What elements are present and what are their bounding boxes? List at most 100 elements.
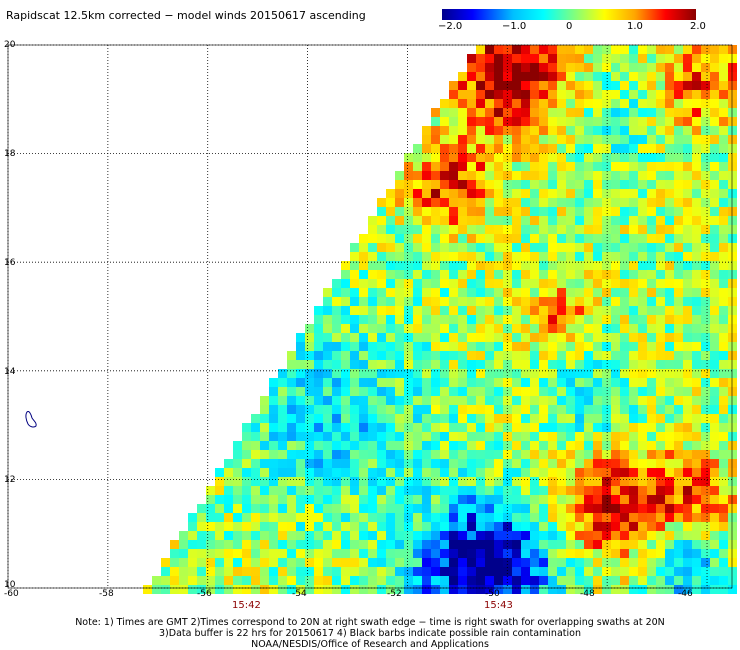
wind-cell: [278, 504, 287, 513]
wind-cell: [494, 270, 503, 279]
wind-cell: [728, 63, 737, 72]
wind-cell: [512, 108, 521, 117]
wind-cell: [548, 540, 557, 549]
wind-cell: [683, 495, 692, 504]
wind-cell: [476, 459, 485, 468]
wind-cell: [503, 342, 512, 351]
wind-cell: [620, 225, 629, 234]
wind-cell: [584, 99, 593, 108]
wind-cell: [503, 279, 512, 288]
wind-cell: [233, 477, 242, 486]
wind-cell: [683, 423, 692, 432]
wind-cell: [476, 315, 485, 324]
wind-cell: [269, 468, 278, 477]
wind-cell: [620, 567, 629, 576]
wind-cell: [458, 441, 467, 450]
wind-cell: [296, 441, 305, 450]
wind-cell: [593, 72, 602, 81]
wind-cell: [467, 531, 476, 540]
wind-cell: [521, 207, 530, 216]
wind-cell: [656, 153, 665, 162]
wind-cell: [476, 189, 485, 198]
wind-cell: [215, 549, 224, 558]
wind-cell: [368, 297, 377, 306]
wind-cell: [557, 315, 566, 324]
wind-cell: [512, 54, 521, 63]
wind-cell: [458, 522, 467, 531]
wind-cell: [647, 144, 656, 153]
wind-cell: [314, 576, 323, 585]
wind-cell: [449, 315, 458, 324]
wind-cell: [323, 477, 332, 486]
wind-cell: [332, 477, 341, 486]
wind-cell: [674, 351, 683, 360]
wind-cell: [314, 342, 323, 351]
wind-cell: [242, 450, 251, 459]
wind-cell: [476, 396, 485, 405]
wind-cell: [305, 405, 314, 414]
wind-cell: [530, 270, 539, 279]
wind-cell: [503, 405, 512, 414]
wind-cell: [656, 360, 665, 369]
wind-cell: [701, 396, 710, 405]
wind-cell: [647, 540, 656, 549]
wind-cell: [503, 351, 512, 360]
wind-cell: [674, 315, 683, 324]
wind-cell: [260, 531, 269, 540]
wind-cell: [377, 342, 386, 351]
wind-cell: [368, 333, 377, 342]
wind-cell: [323, 450, 332, 459]
wind-cell: [521, 360, 530, 369]
wind-cell: [323, 324, 332, 333]
wind-cell: [422, 324, 431, 333]
wind-cell: [647, 504, 656, 513]
wind-cell: [701, 495, 710, 504]
wind-cell: [404, 441, 413, 450]
wind-cell: [449, 81, 458, 90]
wind-cell: [386, 486, 395, 495]
wind-cell: [341, 585, 350, 594]
wind-cell: [197, 549, 206, 558]
wind-cell: [611, 180, 620, 189]
wind-cell: [512, 162, 521, 171]
wind-cell: [638, 117, 647, 126]
wind-cell: [620, 81, 629, 90]
wind-cell: [314, 477, 323, 486]
wind-cell: [557, 153, 566, 162]
wind-cell: [647, 99, 656, 108]
wind-cell: [377, 567, 386, 576]
wind-cell: [530, 549, 539, 558]
wind-cell: [701, 441, 710, 450]
wind-cell: [701, 468, 710, 477]
wind-cell: [629, 468, 638, 477]
wind-cell: [179, 576, 188, 585]
wind-cell: [350, 585, 359, 594]
wind-cell: [656, 540, 665, 549]
wind-cell: [179, 531, 188, 540]
wind-cell: [422, 351, 431, 360]
wind-cell: [476, 342, 485, 351]
wind-cell: [413, 504, 422, 513]
wind-cell: [521, 306, 530, 315]
wind-cell: [242, 576, 251, 585]
wind-cell: [494, 342, 503, 351]
wind-cell: [431, 405, 440, 414]
wind-cell: [404, 234, 413, 243]
wind-cell: [530, 297, 539, 306]
wind-cell: [593, 387, 602, 396]
wind-cell: [692, 261, 701, 270]
wind-cell: [647, 243, 656, 252]
wind-cell: [350, 459, 359, 468]
wind-cell: [521, 153, 530, 162]
wind-cell: [638, 495, 647, 504]
wind-cell: [377, 243, 386, 252]
wind-cell: [449, 261, 458, 270]
wind-cell: [494, 81, 503, 90]
wind-cell: [224, 567, 233, 576]
wind-cell: [674, 324, 683, 333]
wind-cell: [584, 378, 593, 387]
wind-cell: [440, 135, 449, 144]
wind-cell: [485, 585, 494, 594]
wind-cell: [422, 225, 431, 234]
wind-cell: [440, 324, 449, 333]
